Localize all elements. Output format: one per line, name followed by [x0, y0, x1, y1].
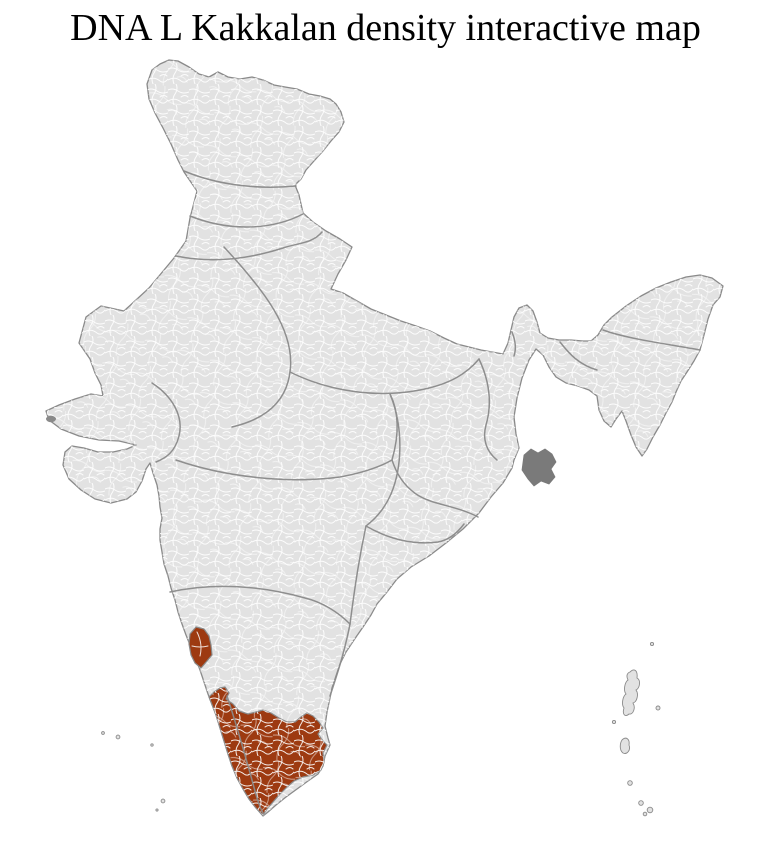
state-borders	[151, 170, 701, 697]
river-delta-patch	[521, 448, 557, 487]
andaman-nicobar-islands[interactable]	[611, 641, 661, 817]
kutch-creek-islet	[46, 415, 56, 423]
lakshadweep-islands[interactable]	[101, 731, 166, 812]
page-title: DNA L Kakkalan density interactive map	[70, 7, 701, 49]
state-border-kerala-tamilnadu	[226, 695, 264, 814]
west-coast-district-line	[191, 631, 209, 657]
